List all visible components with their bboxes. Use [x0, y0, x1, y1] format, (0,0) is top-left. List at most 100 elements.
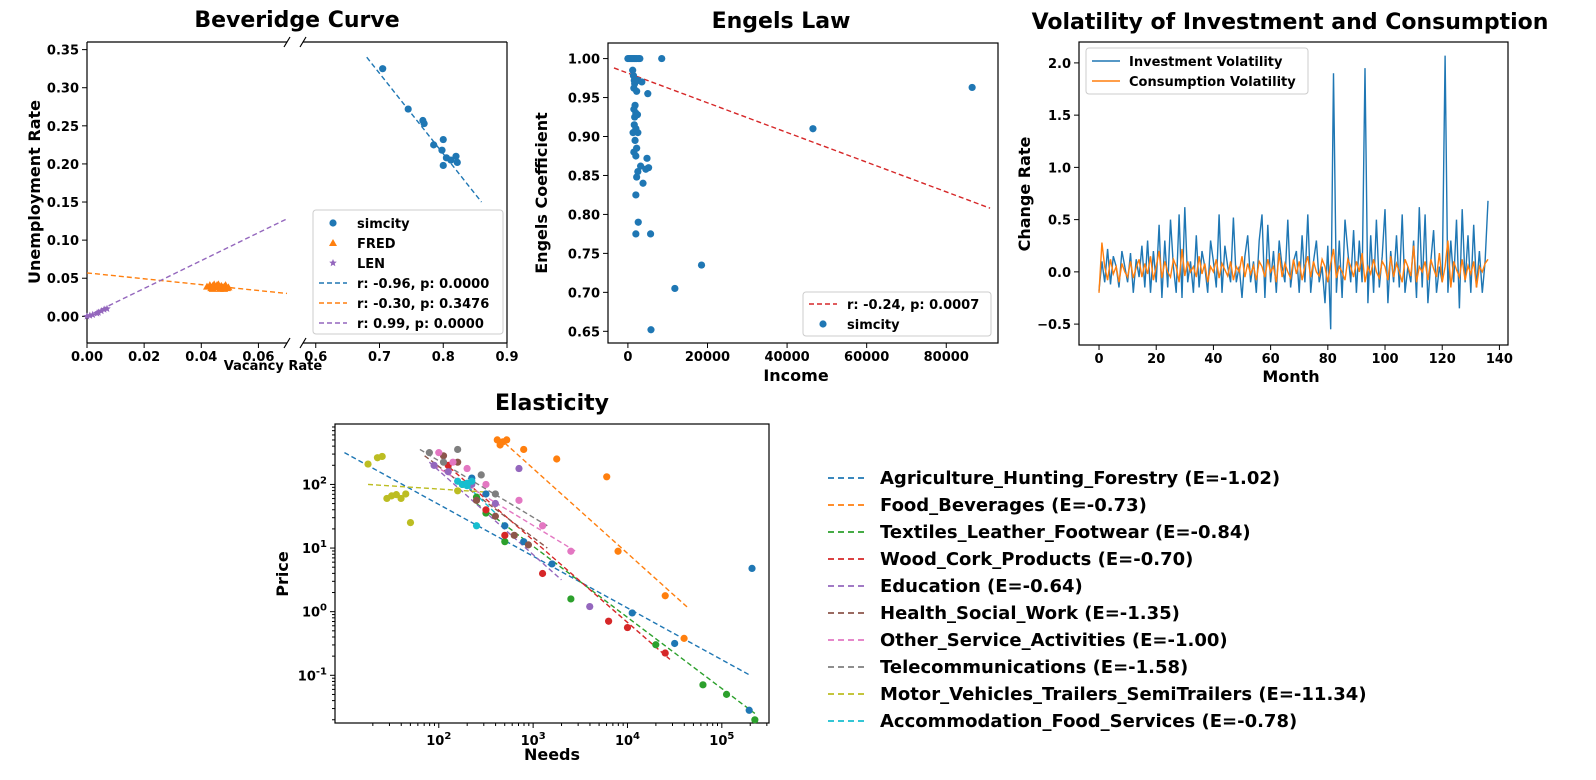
y-tick-label: 0.15: [47, 196, 79, 211]
legend-box: [1085, 47, 1309, 95]
data-point: [501, 538, 509, 546]
data-point: [524, 541, 533, 549]
elasticity-chart: 102 103 104 10510-1100101102ElasticityNeeds…: [273, 391, 1367, 764]
engels-law-chart: 0.65 0.70 0.75 0.80 0.85 0.90 0.95 1.00 0 20000 40…: [532, 9, 999, 385]
fit-line: [504, 442, 690, 610]
data-point-simcity: [453, 158, 461, 166]
data-point-simcity: [671, 284, 679, 293]
data-point: [745, 706, 753, 714]
data-point: [402, 490, 410, 498]
legend-label: FRED: [357, 237, 396, 252]
x-tick-label: 60: [1262, 352, 1280, 367]
y-tick-label: 1.00: [568, 53, 600, 68]
data-point: [515, 496, 523, 504]
y-tick-label: 0.80: [568, 208, 600, 223]
data-point: [520, 445, 528, 454]
data-point-simcity: [632, 152, 640, 160]
x-tick-label: 0.02: [128, 350, 160, 365]
y-tick-label: 0.30: [47, 82, 79, 97]
legend-label: Consumption Volatility: [1129, 75, 1296, 90]
data-point: [553, 455, 561, 463]
data-point-simcity: [638, 78, 646, 86]
data-point: [425, 449, 433, 457]
tick-exponent: 3: [539, 731, 546, 742]
x-axis-label: Needs: [524, 745, 580, 764]
fit-line: [86, 272, 288, 295]
data-point-simcity: [632, 191, 640, 199]
x-tick-label: 0.9: [495, 350, 518, 365]
data-point-simcity: [634, 167, 642, 176]
y-tick-label: 0.70: [568, 286, 600, 301]
tick-label: 105: [709, 731, 734, 749]
data-point: [623, 623, 632, 632]
legend-marker: [329, 259, 337, 267]
data-point-simcity: [644, 90, 652, 98]
tick-exponent: 1: [320, 539, 327, 550]
data-point: [503, 436, 511, 444]
data-point: [605, 617, 613, 625]
legend-label: r: 0.99, p: 0.0000: [357, 317, 484, 332]
x-axis-label: Income: [763, 366, 828, 385]
data-point-simcity: [697, 261, 706, 269]
y-tick-label: 0.65: [568, 325, 600, 340]
x-tick-label: 100: [1371, 352, 1398, 367]
y-axis-label: Change Rate: [1015, 136, 1034, 251]
x-tick-label: 0.6: [304, 350, 327, 365]
data-point: [748, 564, 756, 573]
plot-frame: [334, 423, 770, 724]
tick-label: 101: [302, 539, 327, 557]
legend-label: Textiles_Leather_Footwear (E=-0.84): [880, 522, 1251, 543]
data-point: [444, 468, 452, 476]
data-point-simcity: [658, 54, 666, 63]
fit-line: [367, 483, 487, 493]
data-point-simcity: [632, 230, 640, 238]
data-point: [501, 522, 509, 530]
data-point: [515, 464, 523, 473]
data-point: [454, 445, 462, 454]
tick-label: 10-1: [298, 666, 327, 684]
legend-box: [312, 209, 504, 335]
plot-frame: [607, 42, 999, 344]
axis-break-mark: [299, 36, 307, 48]
legend-label: Motor_Vehicles_Trailers_SemiTrailers (E=…: [880, 684, 1367, 705]
tick-label: 102: [426, 731, 451, 749]
data-point: [482, 490, 490, 498]
chart-title: Volatility of Investment and Consumption: [1032, 10, 1549, 35]
data-point-simcity: [438, 146, 446, 154]
tick-exponent: 4: [633, 731, 640, 742]
data-point-simcity: [452, 152, 460, 160]
data-point-simcity: [633, 87, 641, 95]
y-tick-label: 0.0: [1048, 266, 1071, 281]
data-point-simcity: [968, 83, 976, 92]
legend-label: Education (E=-0.64): [880, 576, 1083, 597]
y-tick-label: 0.95: [568, 92, 600, 107]
x-tick-label: 40: [1204, 352, 1222, 367]
tick-exponent: 0: [320, 603, 327, 614]
fit-line: [344, 452, 751, 676]
data-point: [439, 458, 448, 466]
data-point: [472, 496, 481, 504]
x-tick-label: 0: [1094, 352, 1103, 367]
series-line-consumption: [1098, 240, 1489, 293]
x-tick-label: 0.00: [71, 350, 103, 365]
y-tick-label: 0.20: [47, 158, 79, 173]
y-tick-label: 0.85: [568, 169, 600, 184]
y-axis-label: Unemployment Rate: [25, 100, 44, 284]
tick-label: 100: [302, 603, 327, 621]
data-point-simcity: [644, 164, 653, 172]
legend-box: [802, 291, 992, 337]
legend-label: simcity: [847, 318, 900, 333]
data-point: [586, 602, 594, 611]
y-tick-label: 0.75: [568, 247, 600, 262]
data-point: [603, 473, 611, 481]
legend-label: Other_Service_Activities (E=-1.00): [880, 630, 1228, 651]
tick-label: 102: [302, 475, 327, 493]
data-point: [501, 531, 509, 539]
data-point-simcity: [439, 135, 447, 144]
y-tick-label: 0.10: [47, 234, 79, 249]
data-point-simcity: [637, 162, 645, 170]
x-tick-label: 0.06: [242, 350, 274, 365]
data-point-simcity: [404, 105, 412, 113]
x-tick-label: 80000: [924, 350, 969, 365]
y-tick-label: 2.0: [1048, 57, 1071, 72]
